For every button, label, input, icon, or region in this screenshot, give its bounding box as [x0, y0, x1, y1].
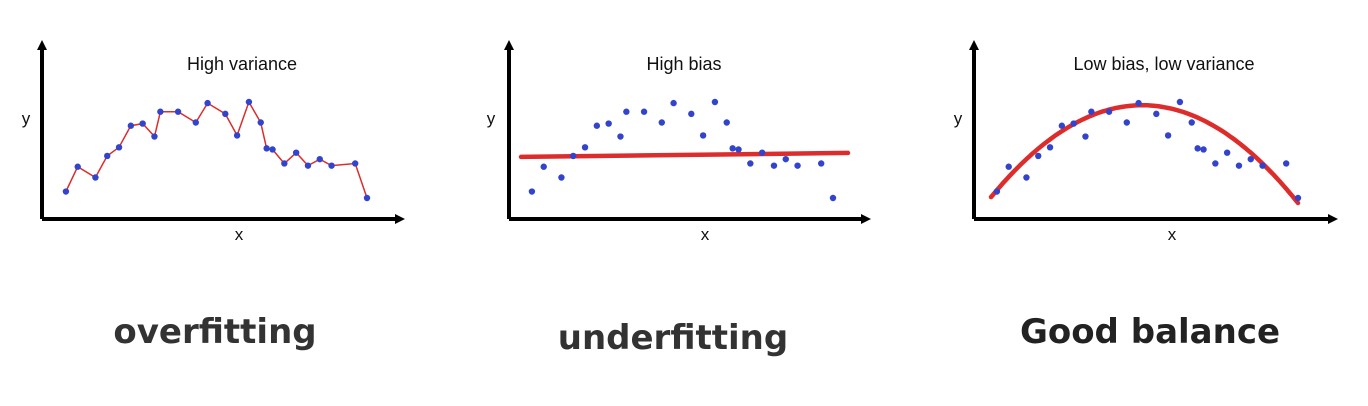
data-point	[1176, 98, 1184, 106]
data-point	[640, 108, 648, 115]
data-point	[204, 99, 211, 107]
data-point	[257, 119, 264, 126]
data-point	[351, 160, 359, 167]
data-point	[605, 120, 612, 127]
data-point	[670, 99, 677, 107]
data-point	[174, 108, 182, 115]
panel-good-balance: Low bias, low variance x y	[954, 40, 1338, 244]
data-point	[1058, 122, 1066, 129]
data-point	[758, 149, 766, 156]
data-point	[1164, 132, 1172, 139]
data-point	[1200, 146, 1207, 153]
x-axis-label: x	[1168, 225, 1177, 244]
fit-line	[65, 100, 368, 199]
data-point	[363, 194, 371, 202]
data-point	[269, 146, 276, 153]
data-point	[1105, 108, 1113, 115]
data-point	[747, 160, 754, 167]
data-point	[829, 194, 837, 202]
data-point	[581, 144, 589, 151]
data-point	[1035, 152, 1042, 160]
overfitting-label: overfitting	[113, 312, 317, 352]
data-point	[292, 149, 300, 156]
data-point	[127, 122, 135, 129]
data-point	[1123, 119, 1130, 126]
data-point	[1223, 149, 1231, 156]
data-point	[1153, 110, 1160, 118]
data-point	[1247, 155, 1254, 163]
data-point	[1212, 160, 1219, 167]
data-point	[1235, 162, 1243, 169]
chart-title: Low bias, low variance	[1073, 54, 1254, 74]
data-point	[770, 162, 778, 169]
data-point	[1088, 108, 1095, 115]
data-point	[1046, 144, 1054, 151]
panel-underfitting: High bias x y	[487, 40, 871, 244]
data-point	[993, 188, 1001, 195]
data-point	[245, 98, 253, 106]
data-point	[92, 174, 99, 181]
data-point	[1082, 133, 1089, 140]
data-point	[528, 188, 536, 195]
y-axis-label: y	[954, 109, 963, 128]
data-point	[104, 152, 111, 160]
x-axis-label: x	[235, 225, 244, 244]
data-point	[540, 163, 547, 170]
underfitting-label: underfitting	[557, 318, 789, 358]
x-axis-label: x	[701, 225, 710, 244]
data-point	[558, 174, 565, 181]
data-point	[192, 119, 199, 126]
fit-curve	[988, 102, 1301, 206]
data-point	[711, 98, 719, 106]
data-point	[316, 155, 323, 163]
data-point	[151, 133, 158, 140]
data-point	[1194, 145, 1201, 152]
data-point	[62, 188, 70, 195]
data-point	[1005, 163, 1012, 170]
good-balance-label: Good balance	[1019, 312, 1281, 352]
data-point	[115, 144, 123, 151]
data-point	[1188, 119, 1195, 126]
data-point	[623, 108, 630, 115]
y-axis-label: y	[22, 109, 31, 128]
data-point	[157, 108, 164, 115]
data-point	[233, 132, 241, 139]
data-point	[1135, 99, 1142, 107]
data-point	[1282, 160, 1290, 167]
data-point	[1259, 162, 1266, 169]
data-point	[281, 160, 288, 167]
data-point	[1023, 174, 1030, 181]
data-point	[1070, 120, 1077, 127]
data-point	[658, 119, 665, 126]
data-point	[74, 163, 81, 170]
data-point	[570, 152, 577, 160]
data-point	[617, 133, 624, 140]
data-point	[735, 146, 742, 153]
panel-overfitting: High variance x y	[22, 40, 405, 244]
data-point	[304, 162, 312, 169]
data-point	[688, 110, 695, 118]
data-point	[139, 120, 146, 127]
data-point	[263, 145, 270, 152]
fit-line	[518, 150, 851, 160]
data-point	[1294, 194, 1302, 202]
data-point	[222, 110, 229, 118]
chart-title: High bias	[646, 54, 721, 74]
data-point	[794, 162, 801, 169]
data-point	[729, 145, 736, 152]
y-axis-label: y	[487, 109, 496, 128]
data-point	[782, 155, 789, 163]
data-point	[699, 132, 707, 139]
data-point	[593, 122, 601, 129]
data-point	[817, 160, 825, 167]
chart-title: High variance	[187, 54, 297, 74]
data-point	[328, 162, 335, 169]
data-point	[723, 119, 730, 126]
